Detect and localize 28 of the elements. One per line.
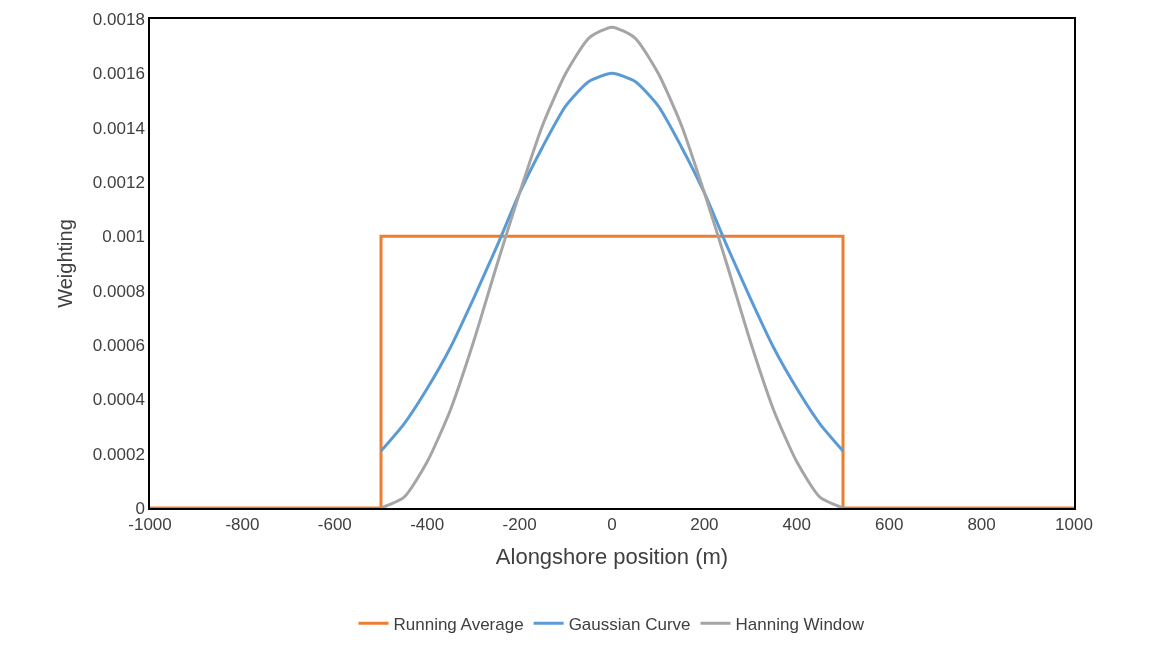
legend-label: Running Average (393, 614, 524, 634)
x-tick-label: 0 (607, 515, 617, 535)
x-tick-label: 800 (967, 515, 996, 535)
x-tick-label: -1000 (128, 515, 172, 535)
x-tick-label: -600 (317, 515, 352, 535)
line-series (379, 25, 845, 508)
y-tick-label: 0.0004 (92, 390, 145, 410)
line-series (379, 71, 845, 453)
x-tick-label: 200 (690, 515, 719, 535)
y-tick-label: 0.0008 (92, 281, 145, 301)
x-tick-label: -400 (410, 515, 445, 535)
y-tick-label: 0.0014 (92, 118, 145, 138)
y-tick-label: 0.0002 (92, 444, 145, 464)
y-tick-label: 0.0018 (92, 9, 145, 29)
x-axis-title: Alongshore position (m) (495, 543, 729, 569)
y-tick-label: 0 (135, 498, 145, 518)
y-tick-label: 0.0016 (92, 64, 145, 84)
y-tick-label: 0.0012 (92, 172, 145, 192)
y-tick-label: 0.001 (102, 227, 145, 247)
y-tick-label: 0.0006 (92, 335, 145, 355)
y-axis-title: Weighting (53, 219, 76, 308)
legend-label: Gaussian Curve (568, 614, 691, 634)
x-tick-label: 400 (782, 515, 811, 535)
x-tick-label: -200 (502, 515, 537, 535)
x-tick-label: -800 (225, 515, 260, 535)
legend-label: Hanning Window (735, 614, 865, 634)
x-tick-label: 1000 (1055, 515, 1093, 535)
x-tick-label: 600 (875, 515, 904, 535)
